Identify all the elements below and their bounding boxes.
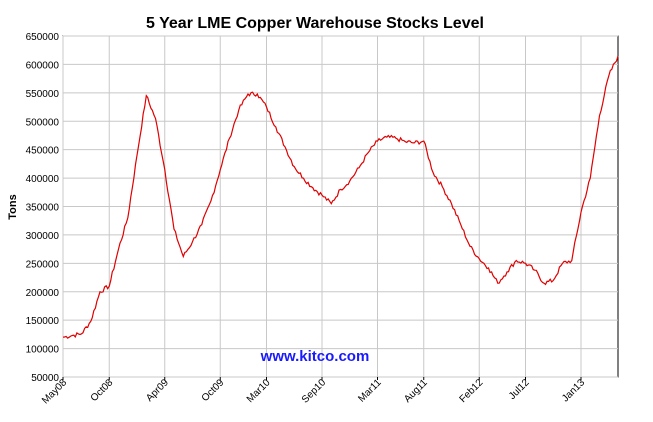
x-tick-label: Aug11: [402, 377, 430, 405]
series-line: [62, 55, 619, 339]
y-axis-label: Tons: [7, 194, 19, 219]
y-tick-label: 450000: [26, 146, 60, 157]
y-tick-label: 200000: [26, 288, 60, 299]
x-tick-label: Sep10: [300, 377, 329, 406]
y-tick-label: 600000: [26, 60, 60, 71]
y-tick-label: 550000: [26, 89, 60, 100]
y-tick-label: 350000: [26, 203, 60, 214]
y-tick-label: 500000: [26, 117, 60, 128]
x-axis-ticks: May08 Oct08 Apr09 Oct09 Mar10 Sep10 Mar11 Aug11…: [40, 377, 587, 406]
x-tick-label: Oct09: [200, 377, 227, 404]
x-tick-label: Mar11: [356, 377, 384, 405]
y-tick-label: 150000: [26, 316, 60, 327]
x-tick-label: Jul12: [507, 377, 532, 402]
x-tick-label: Mar10: [245, 377, 273, 405]
y-tick-label: 250000: [26, 259, 60, 270]
chart-title: 5 Year LME Copper Warehouse Stocks Level: [146, 15, 484, 32]
y-tick-label: 400000: [26, 174, 60, 185]
y-tick-label: 650000: [26, 32, 60, 43]
x-tick-label: Oct08: [89, 377, 116, 404]
y-tick-label: 300000: [26, 231, 60, 242]
watermark-text: www.kitco.com: [260, 348, 370, 365]
x-tick-label: Feb12: [458, 377, 486, 405]
x-tick-label: Apr09: [144, 377, 171, 404]
y-tick-label: 100000: [26, 345, 60, 356]
x-tick-label: Jan13: [560, 377, 587, 404]
y-tick-label: 50000: [31, 373, 59, 384]
y-axis-ticks: 50000 100000 150000 200000 250000 300000 35000…: [26, 32, 60, 384]
